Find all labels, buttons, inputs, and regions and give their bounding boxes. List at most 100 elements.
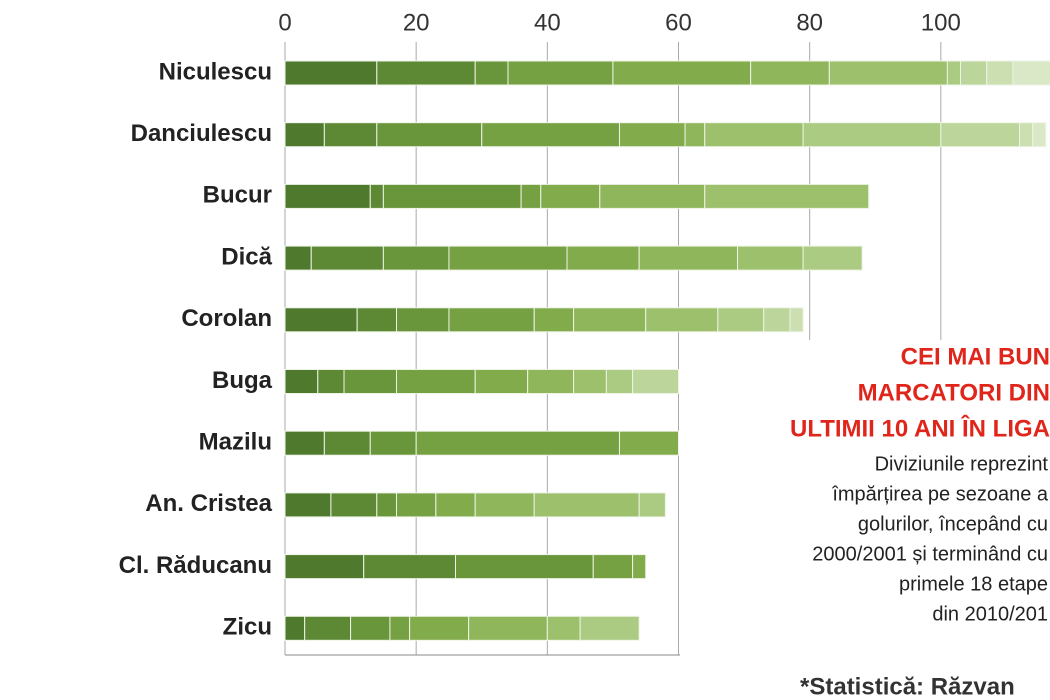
bar-segment bbox=[382, 183, 522, 209]
bar-segment bbox=[684, 122, 706, 148]
bar-segment bbox=[573, 307, 647, 333]
bar-segment bbox=[599, 183, 706, 209]
bar-segment bbox=[323, 122, 378, 148]
bar-segment bbox=[304, 615, 352, 641]
bar-segment bbox=[382, 245, 450, 271]
chart-title: MARCATORI DIN bbox=[858, 379, 1050, 406]
category-label: Buga bbox=[212, 367, 273, 394]
bar-segment bbox=[1032, 122, 1047, 148]
category-label: Zicu bbox=[223, 614, 272, 641]
bar-segment bbox=[284, 307, 358, 333]
bar-segment bbox=[310, 245, 384, 271]
category-label: Mazilu bbox=[199, 429, 272, 456]
chart-title: ULTIMII 10 ANI ÎN LIGA bbox=[790, 414, 1050, 442]
chart-note: golurilor, începând cu bbox=[858, 513, 1048, 535]
bar-segment bbox=[395, 307, 450, 333]
bar-segment bbox=[343, 369, 397, 394]
bar-segment bbox=[474, 369, 529, 394]
bar-segment bbox=[317, 369, 345, 394]
bar-segment bbox=[566, 245, 640, 271]
bar-segment bbox=[632, 369, 680, 394]
bar-segment bbox=[395, 492, 437, 518]
bar-segment bbox=[474, 492, 535, 518]
x-tick-label: 60 bbox=[665, 9, 692, 36]
bar-segment bbox=[638, 492, 666, 518]
bar-segment bbox=[350, 615, 391, 641]
bar-segment bbox=[1012, 60, 1050, 86]
bar-segment bbox=[369, 183, 384, 209]
bar-segment bbox=[481, 122, 620, 148]
category-label: Danciulescu bbox=[131, 120, 272, 147]
x-tick-label: 40 bbox=[534, 9, 561, 36]
chart-note: primele 18 etape bbox=[899, 573, 1048, 595]
category-label: Niculescu bbox=[159, 58, 272, 85]
bar-segment bbox=[284, 183, 371, 209]
bar-segment bbox=[284, 122, 325, 148]
bar-segment bbox=[474, 60, 509, 86]
bar-segment bbox=[546, 615, 581, 641]
bar-segment bbox=[704, 183, 870, 209]
category-label: Dică bbox=[221, 243, 272, 270]
bar-segment bbox=[802, 122, 942, 148]
chart-note: din 2010/201 bbox=[932, 603, 1048, 625]
bar-segment bbox=[323, 430, 371, 456]
bar-segment bbox=[376, 122, 483, 148]
bar-segment bbox=[737, 245, 804, 271]
chart-title: CEI MAI BUN bbox=[901, 343, 1050, 370]
chart-note: Diviziunile reprezint bbox=[875, 453, 1049, 475]
bar-segment bbox=[960, 60, 988, 86]
bar-segment bbox=[507, 60, 614, 86]
bar-segment bbox=[802, 245, 863, 271]
bar-segment bbox=[789, 307, 804, 333]
bar-segment bbox=[284, 369, 319, 394]
bar-segment bbox=[409, 615, 470, 641]
category-label: Bucur bbox=[203, 182, 272, 209]
source-note: *Statistică: Răzvan bbox=[800, 673, 1015, 700]
bar-segment bbox=[533, 492, 640, 518]
x-tick-label: 100 bbox=[921, 9, 961, 36]
bar-segment bbox=[638, 245, 739, 271]
category-label: Cl. Răducanu bbox=[119, 552, 272, 579]
bar-segment bbox=[612, 60, 752, 86]
category-label: An. Cristea bbox=[145, 490, 272, 517]
bar-segment bbox=[376, 492, 397, 518]
chart-note: împărțirea pe sezoane a bbox=[831, 483, 1049, 505]
bar-segment bbox=[592, 554, 634, 580]
chart-note: 2000/2001 și terminând cu bbox=[812, 543, 1048, 565]
bar-segment bbox=[363, 554, 457, 580]
bar-segment bbox=[415, 430, 620, 456]
bar-segment bbox=[717, 307, 765, 333]
x-tick-label: 80 bbox=[796, 9, 823, 36]
x-tick-label: 20 bbox=[403, 9, 430, 36]
bar-segment bbox=[605, 369, 634, 394]
bar-segment bbox=[540, 183, 601, 209]
bar-segment bbox=[356, 307, 397, 333]
bar-segment bbox=[527, 369, 575, 394]
category-label: Corolan bbox=[181, 305, 272, 332]
bar-segment bbox=[284, 492, 332, 518]
annotation-box bbox=[682, 340, 1050, 658]
bar-segment bbox=[618, 430, 679, 456]
bar-segment bbox=[284, 430, 325, 456]
x-tick-label: 0 bbox=[278, 9, 291, 36]
bar-segment bbox=[763, 307, 791, 333]
bar-segment bbox=[1019, 122, 1034, 148]
bar-segment bbox=[618, 122, 686, 148]
bar-segment bbox=[284, 615, 306, 641]
bar-segment bbox=[946, 60, 962, 86]
bar-segment bbox=[448, 245, 568, 271]
bar-segment bbox=[520, 183, 542, 209]
bar-segment bbox=[395, 369, 476, 394]
bar-segment bbox=[573, 369, 607, 394]
bar-segment bbox=[579, 615, 640, 641]
bar-segment bbox=[533, 307, 575, 333]
bar-segment bbox=[330, 492, 378, 518]
bar-segment bbox=[389, 615, 411, 641]
bar-segment bbox=[645, 307, 719, 333]
bar-segment bbox=[940, 122, 1021, 148]
bar-segment bbox=[455, 554, 594, 580]
bar-segment bbox=[284, 245, 312, 271]
bar-segment bbox=[986, 60, 1014, 86]
bar-segment bbox=[468, 615, 548, 641]
